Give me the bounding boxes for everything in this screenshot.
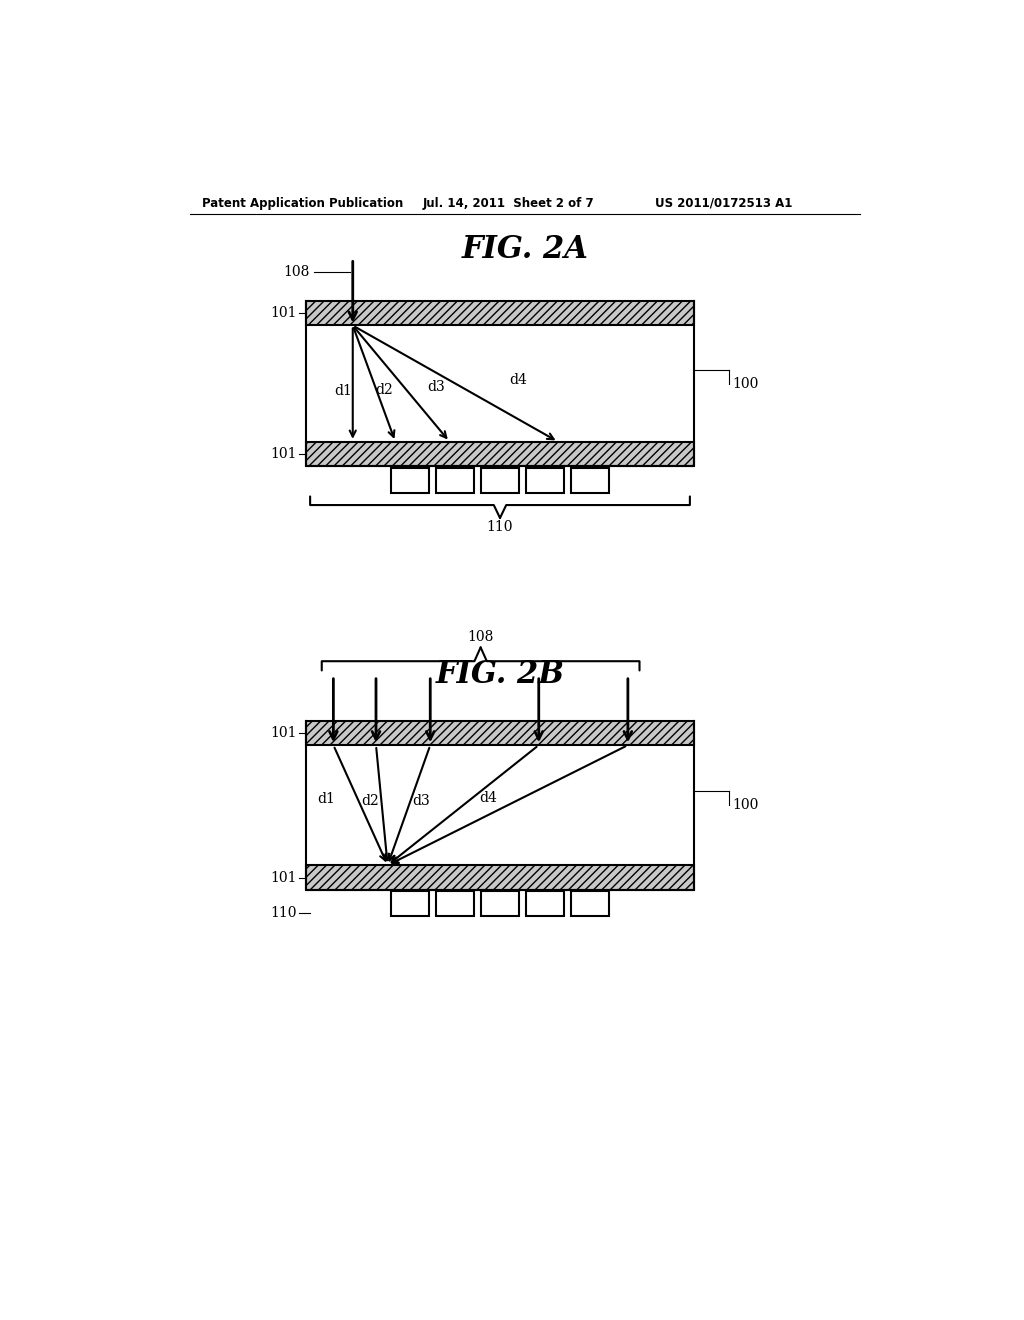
Text: Patent Application Publication: Patent Application Publication [202,197,402,210]
Text: FIG. 2B: FIG. 2B [435,659,564,690]
Text: d2: d2 [375,383,392,397]
Text: 101: 101 [270,871,297,884]
Text: 100: 100 [732,376,759,391]
Text: d2: d2 [360,795,379,808]
Text: d1: d1 [335,384,352,399]
Bar [391,469,429,492]
Text: d4: d4 [479,791,498,804]
Bar [306,866,693,890]
Text: 101: 101 [270,726,297,739]
Bar [391,891,429,916]
Text: FIG. 2A: FIG. 2A [462,234,588,265]
Bar [306,301,693,326]
Text: 100: 100 [732,799,759,812]
Text: d1: d1 [317,792,335,807]
Text: US 2011/0172513 A1: US 2011/0172513 A1 [655,197,793,210]
Bar [480,891,519,916]
Bar [435,891,474,916]
Text: d4: d4 [509,372,526,387]
Bar [306,442,693,466]
Text: 110: 110 [270,906,297,920]
Bar [525,891,564,916]
Text: Jul. 14, 2011  Sheet 2 of 7: Jul. 14, 2011 Sheet 2 of 7 [423,197,594,210]
Text: d3: d3 [428,380,445,395]
Bar [525,469,564,492]
Bar [306,721,693,744]
Bar [570,891,609,916]
Bar [480,469,519,492]
Text: 101: 101 [270,447,297,461]
Text: 101: 101 [270,306,297,321]
Text: 110: 110 [486,520,513,535]
Text: 108: 108 [284,265,310,280]
Bar [570,469,609,492]
Text: 108: 108 [467,630,494,644]
Text: d3: d3 [412,795,430,808]
Bar [435,469,474,492]
